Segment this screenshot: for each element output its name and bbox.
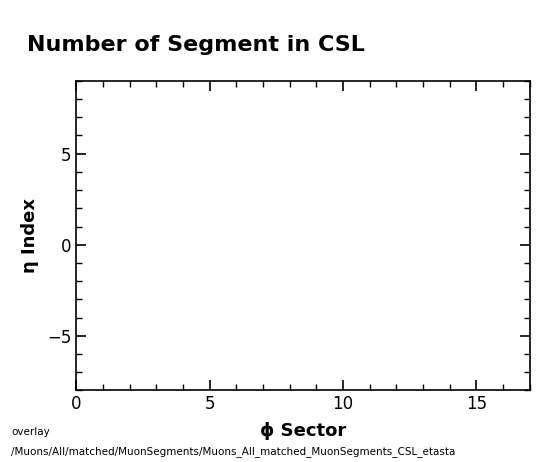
Text: /Muons/All/matched/MuonSegments/Muons_All_matched_MuonSegments_CSL_etasta: /Muons/All/matched/MuonSegments/Muons_Al…	[11, 446, 455, 457]
Y-axis label: η Index: η Index	[21, 198, 39, 273]
Text: Number of Segment in CSL: Number of Segment in CSL	[27, 35, 365, 55]
Text: overlay: overlay	[11, 426, 50, 437]
X-axis label: ϕ Sector: ϕ Sector	[260, 422, 346, 439]
